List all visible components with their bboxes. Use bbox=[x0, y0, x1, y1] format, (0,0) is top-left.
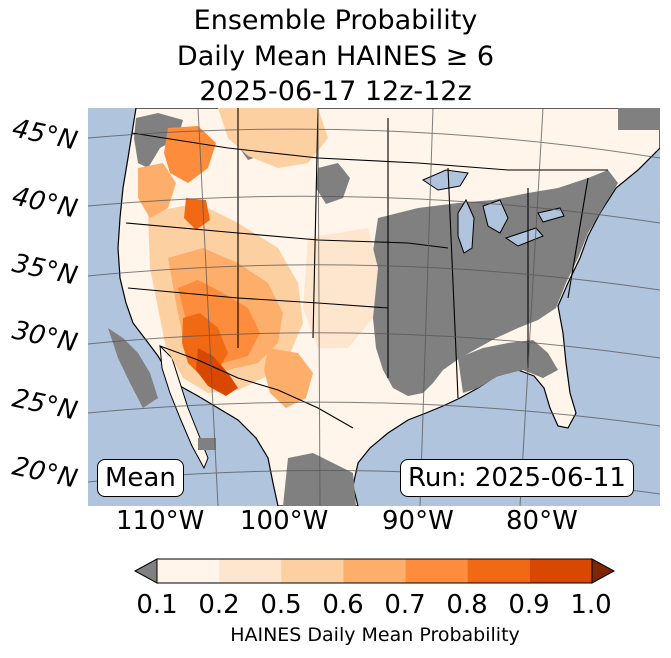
colorbar-tick: 0.1 bbox=[136, 590, 178, 620]
lon-label-110: 110°W bbox=[116, 506, 205, 536]
colorbar-bin bbox=[343, 559, 407, 583]
colorbar-label: HAINES Daily Mean Probability bbox=[230, 624, 520, 646]
map-panel bbox=[88, 108, 660, 506]
colorbar-tick: 0.8 bbox=[446, 590, 488, 620]
colorbar-tick: 1.0 bbox=[570, 590, 612, 620]
colorbar-under-arrow bbox=[133, 558, 158, 584]
lat-label-35: 35°N bbox=[9, 248, 80, 292]
lat-label-25: 25°N bbox=[9, 383, 80, 427]
colorbar-bin bbox=[281, 559, 344, 583]
graticule bbox=[88, 108, 660, 506]
colorbar-bin bbox=[219, 559, 282, 583]
colorbar bbox=[133, 558, 616, 584]
map-title-line-1: Ensemble Probability bbox=[193, 5, 478, 36]
stat-label-box: Mean bbox=[97, 459, 184, 497]
lat-label-45: 45°N bbox=[9, 113, 80, 157]
colorbar-bin bbox=[405, 559, 469, 583]
colorbar-tick: 0.6 bbox=[322, 590, 364, 620]
lon-label-90: 90°W bbox=[382, 506, 454, 536]
colorbar-tick: 0.7 bbox=[384, 590, 426, 620]
colorbar-bin bbox=[157, 559, 220, 583]
colorbar-bins bbox=[157, 559, 593, 583]
lon-label-100: 100°W bbox=[240, 506, 329, 536]
state-borders bbox=[125, 108, 608, 429]
great-lakes bbox=[421, 169, 565, 254]
map-title-line-2: Daily Mean HAINES ≥ 6 bbox=[176, 41, 495, 72]
colorbar-tick: 0.2 bbox=[198, 590, 240, 620]
run-label-box: Run: 2025-06-11 bbox=[400, 459, 634, 497]
lat-label-40: 40°N bbox=[9, 181, 80, 225]
lat-label-30: 30°N bbox=[9, 315, 80, 359]
probability-map bbox=[88, 108, 660, 506]
colorbar-tick: 0.5 bbox=[260, 590, 302, 620]
baja-peninsula bbox=[159, 344, 209, 470]
colorbar-tick: 0.9 bbox=[508, 590, 550, 620]
map-title-line-3: 2025-06-17 12z-12z bbox=[199, 76, 472, 107]
colorbar-bin bbox=[529, 559, 593, 583]
lat-label-20: 20°N bbox=[9, 451, 80, 495]
lon-label-80: 80°W bbox=[506, 506, 578, 536]
colorbar-over-arrow bbox=[591, 558, 616, 584]
colorbar-frame bbox=[156, 558, 593, 584]
colorbar-bin bbox=[467, 559, 531, 583]
